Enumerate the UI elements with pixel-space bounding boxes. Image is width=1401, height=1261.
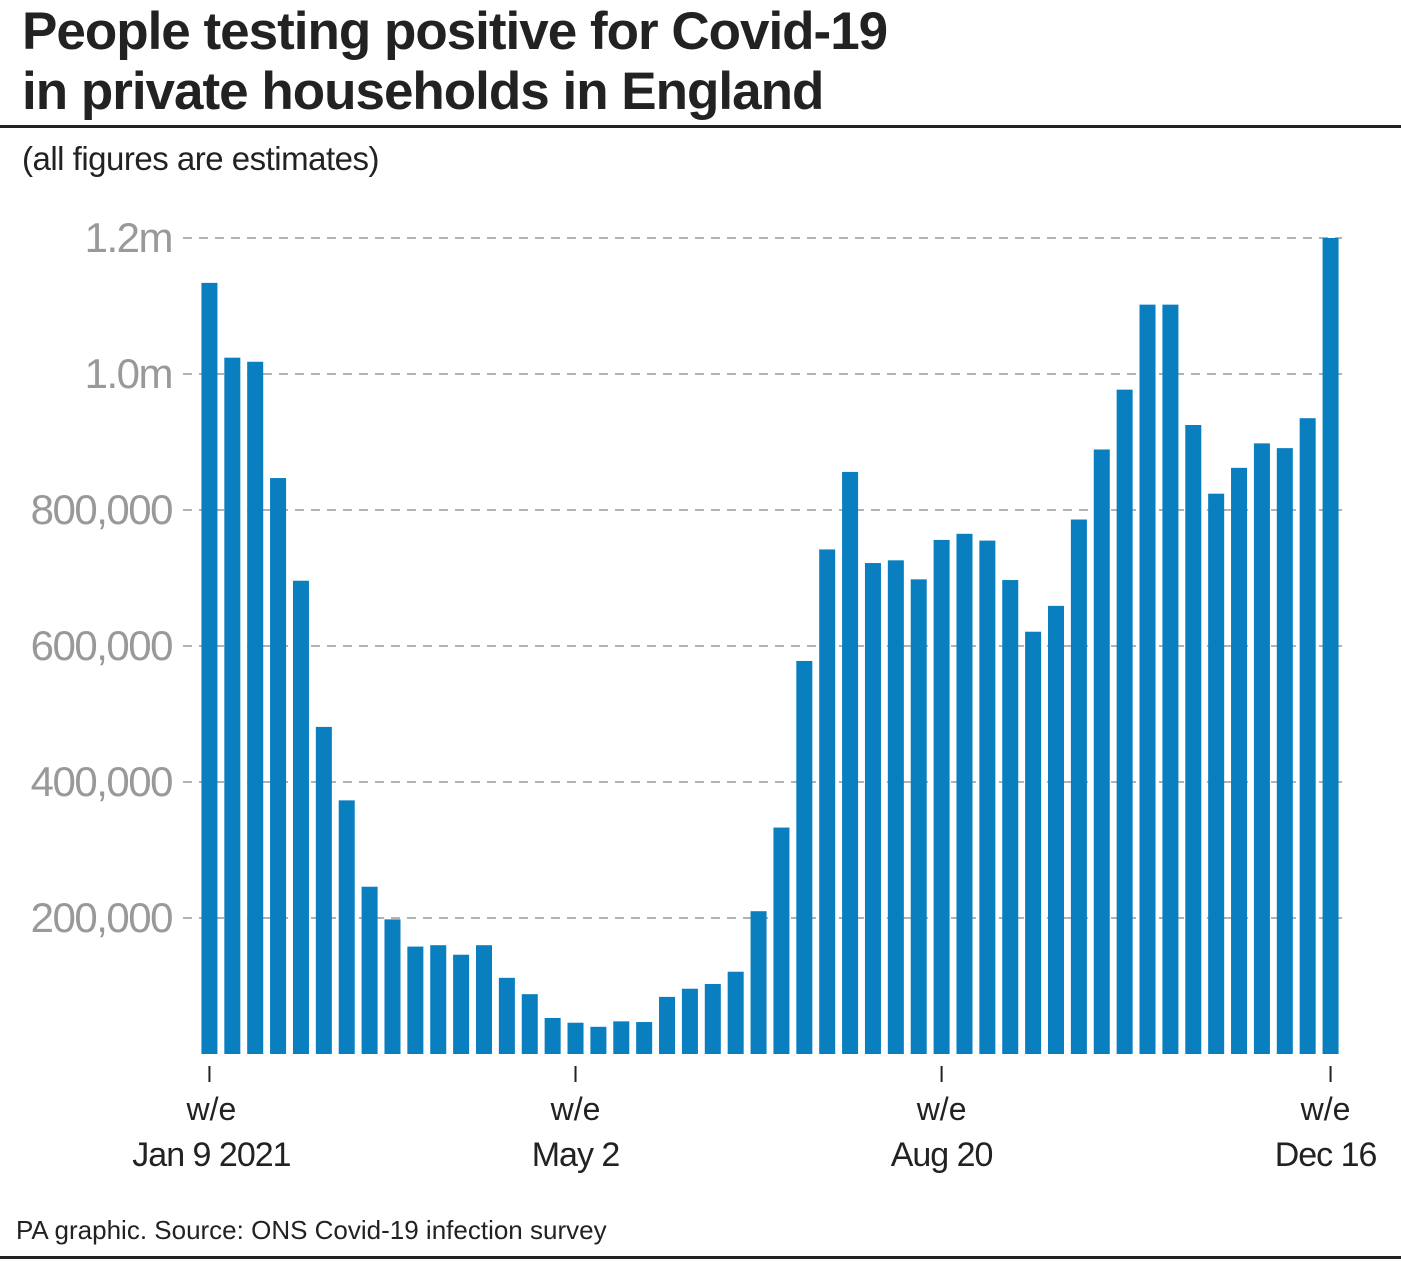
title-line-2: in private households in England [22, 62, 824, 121]
bar [819, 549, 836, 1054]
bar [910, 579, 927, 1054]
bar [292, 580, 309, 1054]
title-divider [0, 125, 1401, 128]
bar [1139, 304, 1156, 1054]
bar [842, 471, 859, 1054]
bar [315, 726, 332, 1054]
x-tick-label-line1: w/e [550, 1091, 601, 1127]
bar [613, 1021, 630, 1054]
bar [567, 1022, 584, 1054]
bar [1002, 580, 1019, 1054]
bar [1231, 467, 1248, 1055]
bar [704, 983, 721, 1054]
bars-layer [201, 238, 1339, 1055]
bar [1070, 519, 1087, 1054]
y-tick-label: 200,000 [31, 894, 172, 941]
bar [864, 563, 881, 1054]
x-tick-label-line1: w/e [1300, 1091, 1351, 1127]
bar [384, 919, 401, 1054]
title-line-1: People testing positive for Covid-19 [22, 2, 888, 61]
bar [727, 971, 744, 1054]
bar [636, 1022, 653, 1054]
bar [453, 954, 470, 1054]
y-tick-label: 800,000 [31, 486, 172, 533]
y-tick-label: 400,000 [31, 758, 172, 805]
bar [590, 1026, 607, 1054]
bar [498, 977, 515, 1054]
bar [361, 886, 378, 1054]
bar [933, 539, 950, 1054]
bar [1093, 449, 1110, 1055]
bar [1047, 605, 1065, 1054]
x-tick-label-line2: Aug 20 [891, 1136, 993, 1174]
bar [1299, 418, 1316, 1054]
bar [224, 357, 241, 1054]
bar [338, 800, 355, 1054]
y-tick-label: 1.2m [85, 214, 172, 261]
footer-divider [0, 1256, 1401, 1259]
bar [750, 911, 767, 1054]
bar [979, 540, 996, 1054]
bar [270, 478, 287, 1054]
bar [1116, 389, 1133, 1054]
bar [1322, 238, 1339, 1054]
bar [475, 945, 493, 1054]
bar [1208, 493, 1225, 1054]
bar [1162, 304, 1179, 1054]
bar [247, 361, 264, 1054]
bar [430, 945, 447, 1054]
source-credit: PA graphic. Source: ONS Covid-19 infecti… [16, 1215, 607, 1245]
bar [201, 282, 218, 1054]
chart-subtitle: (all figures are estimates) [22, 140, 379, 177]
x-tick-label-line2: Dec 16 [1275, 1136, 1377, 1174]
bar [887, 560, 904, 1054]
grid-layer: 200,000 400,000 600,000 800,000 1.0m 1.2m [31, 214, 1342, 941]
bar [1025, 631, 1042, 1054]
x-tick-label-line2: May 2 [532, 1136, 620, 1174]
bar [773, 827, 790, 1054]
bar [956, 533, 973, 1054]
bar [796, 660, 813, 1054]
bar [521, 994, 538, 1054]
bar [407, 946, 424, 1054]
chart-title: People testing positive for Covid-19 in … [22, 2, 1222, 122]
y-tick-label: 1.0m [85, 350, 172, 397]
bar [681, 988, 698, 1054]
x-axis: w/e Jan 9 2021 w/e May 2 w/e Aug 20 w/e Dec 16 [132, 1066, 1378, 1174]
bar [659, 996, 676, 1054]
y-tick-label: 600,000 [31, 622, 172, 669]
bar [1276, 448, 1293, 1054]
bar [544, 1017, 561, 1054]
bar [1185, 425, 1202, 1054]
x-tick-label-line1: w/e [916, 1091, 967, 1127]
x-tick-label-line1: w/e [186, 1091, 237, 1127]
x-tick-label-line2: Jan 9 2021 [132, 1136, 290, 1174]
bar [1253, 443, 1270, 1054]
